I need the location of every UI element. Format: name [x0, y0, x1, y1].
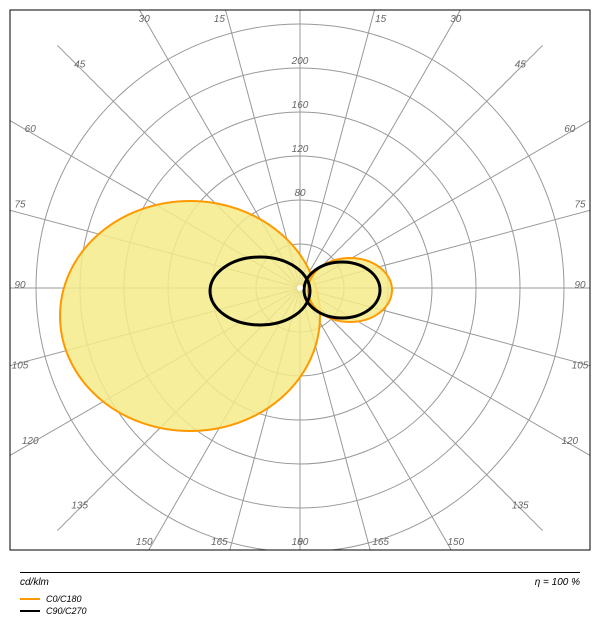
svg-text:120: 120 [22, 436, 39, 447]
svg-text:60: 60 [564, 124, 576, 135]
svg-text:165: 165 [372, 537, 389, 548]
svg-text:75: 75 [574, 199, 586, 210]
legend-label-c0: C0/C180 [46, 594, 82, 604]
svg-text:120: 120 [561, 436, 578, 447]
svg-text:30: 30 [139, 14, 151, 25]
svg-text:150: 150 [447, 537, 464, 548]
svg-text:105: 105 [572, 361, 589, 372]
svg-text:90: 90 [574, 280, 586, 291]
polar-chart-svg: 8012016020090105120135150165756045301590… [0, 0, 600, 600]
svg-text:135: 135 [512, 500, 529, 511]
legend-swatch-c90 [20, 610, 40, 612]
svg-text:150: 150 [136, 537, 153, 548]
polar-chart-container: 8012016020090105120135150165756045301590… [0, 0, 600, 600]
chart-legend: C0/C180 C90/C270 [20, 594, 87, 618]
svg-text:75: 75 [14, 199, 26, 210]
svg-text:0: 0 [297, 537, 303, 548]
svg-text:45: 45 [515, 60, 527, 71]
svg-text:160: 160 [292, 100, 309, 111]
svg-text:80: 80 [294, 188, 306, 199]
legend-label-c90: C90/C270 [46, 606, 87, 616]
svg-text:15: 15 [375, 14, 387, 25]
svg-text:45: 45 [74, 60, 86, 71]
chart-footer: cd/klm η = 100 % [20, 572, 580, 588]
footer-left-label: cd/klm [20, 577, 49, 588]
footer-right-label: η = 100 % [535, 577, 580, 588]
svg-text:135: 135 [71, 500, 88, 511]
svg-text:200: 200 [291, 56, 309, 67]
svg-text:105: 105 [12, 361, 29, 372]
svg-text:120: 120 [292, 144, 309, 155]
svg-text:15: 15 [214, 14, 226, 25]
svg-text:165: 165 [211, 537, 228, 548]
svg-text:60: 60 [25, 124, 37, 135]
svg-text:90: 90 [14, 280, 26, 291]
legend-item: C0/C180 [20, 594, 87, 604]
legend-item: C90/C270 [20, 606, 87, 616]
svg-text:30: 30 [450, 14, 462, 25]
